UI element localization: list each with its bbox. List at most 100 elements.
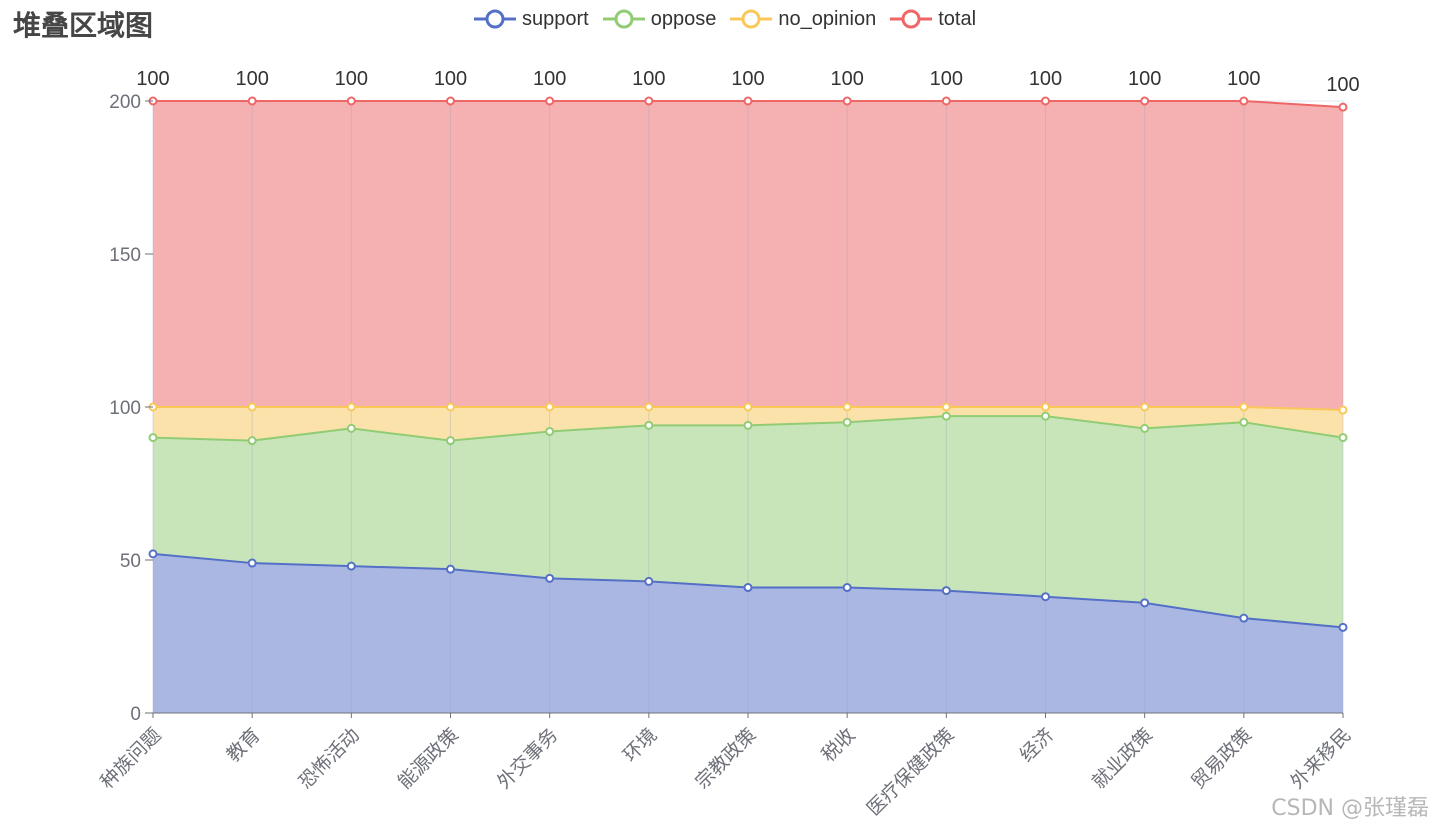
x-tick-label: 经济 [1016,724,1058,766]
data-point-support [1338,622,1348,632]
data-point-oppose [247,436,257,446]
data-point-no-opinion [1140,402,1150,412]
x-tick-label: 外交事务 [493,724,562,793]
line-circle-icon [890,9,933,29]
line-circle-icon [730,9,773,29]
line-circle-icon [474,9,516,29]
data-point-total [1140,96,1150,106]
data-point-no-opinion [941,402,951,412]
data-point-support [1041,592,1050,602]
data-point-oppose [148,433,158,443]
data-point-total [247,96,257,106]
x-tick-label: 环境 [619,724,661,766]
data-point-no-opinion [1041,402,1050,412]
data-point-no-opinion [743,402,753,412]
data-point-oppose [346,423,356,433]
top-value-label: 100 [930,68,963,90]
y-tick-label: 0 [130,704,141,725]
data-point-no-opinion [644,402,654,412]
data-point-total [1041,96,1050,106]
data-point-no-opinion [446,402,455,412]
data-point-total [346,96,356,106]
x-tick-label: 教育 [222,724,264,766]
top-value-label: 100 [830,68,863,90]
data-point-oppose [1140,423,1150,433]
data-point-no-opinion [545,402,555,412]
top-value-label: 100 [1326,74,1359,96]
legend: support oppose no_opinion total [474,6,976,32]
data-point-oppose [842,417,852,427]
x-tick-label: 能源政策 [394,724,463,793]
x-tick-label: 税收 [817,724,859,766]
data-point-oppose [1041,411,1050,421]
y-tick-label: 150 [109,245,141,266]
data-point-oppose [941,411,951,421]
data-point-no-opinion [247,402,257,412]
data-point-no-opinion [1239,402,1249,412]
area-total [153,101,1343,411]
chart-title: 堆叠区域图 [13,9,154,42]
top-value-label: 100 [335,68,368,90]
data-point-total [446,96,455,106]
data-point-no-opinion [842,402,852,412]
legend-item-oppose[interactable]: oppose [602,6,716,32]
data-point-total [842,96,852,106]
legend-label: no_opinion [778,7,877,30]
data-point-support [644,576,654,586]
data-point-support [941,586,951,596]
top-value-label: 100 [1029,68,1062,90]
data-point-total [644,96,654,106]
legend-item-support[interactable]: support [474,6,589,32]
data-point-total [1338,102,1348,112]
data-point-total [1239,96,1249,106]
x-tick-label: 外来移民 [1286,724,1355,793]
x-tick-label: 就业政策 [1088,724,1157,793]
data-point-total [941,96,951,106]
data-point-oppose [743,420,753,430]
data-point-support [346,561,356,571]
legend-item-no-opinion[interactable]: no_opinion [730,6,876,32]
data-point-support [1140,598,1150,608]
data-point-no-opinion [1338,405,1348,415]
top-value-label: 100 [632,68,665,90]
data-point-total [743,96,753,106]
data-point-support [842,583,852,593]
data-point-support [545,573,555,583]
top-value-label: 100 [136,68,169,90]
data-point-support [446,564,455,574]
data-point-oppose [446,436,455,446]
top-value-label: 100 [533,68,566,90]
data-point-support [247,558,257,568]
watermark: CSDN @张瑾磊 [1271,796,1429,821]
data-point-support [148,549,158,559]
x-tick-label: 种族问题 [96,724,165,793]
x-tick-label: 恐怖活动 [295,724,364,793]
x-tick-label: 医疗保健政策 [863,724,959,820]
line-circle-icon [602,9,645,29]
x-tick-label: 宗教政策 [691,724,760,793]
data-point-oppose [1239,417,1249,427]
top-value-label: 100 [434,68,467,90]
top-value-label: 100 [731,68,764,90]
top-value-label: 100 [235,68,268,90]
top-value-label: 100 [1227,68,1260,90]
top-value-label: 100 [1128,68,1161,90]
data-point-oppose [644,420,654,430]
legend-label: support [522,7,589,30]
x-tick-label: 贸易政策 [1187,724,1256,793]
legend-label: total [938,7,977,30]
data-point-support [1239,613,1249,623]
legend-item-total[interactable]: total [890,6,976,32]
area-oppose [153,416,1343,628]
y-tick-label: 100 [109,398,141,419]
y-tick-label: 50 [120,551,141,572]
data-point-support [743,583,753,593]
data-point-total [545,96,555,106]
data-point-oppose [1338,433,1348,443]
data-point-oppose [545,426,555,436]
area-support [153,553,1343,713]
y-tick-label: 200 [109,92,141,113]
data-point-no-opinion [346,402,356,412]
